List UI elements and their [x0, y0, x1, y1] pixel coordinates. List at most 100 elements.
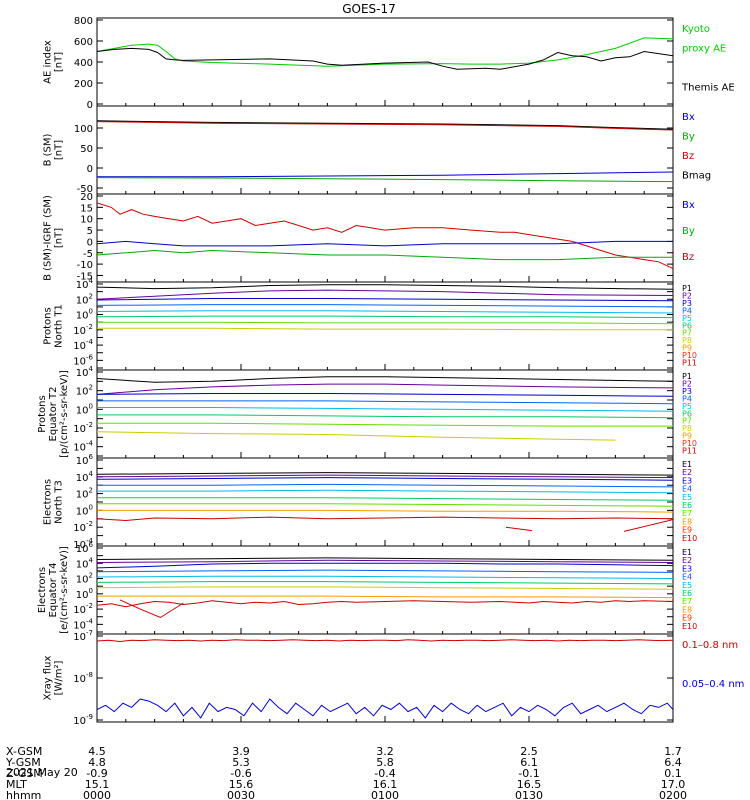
x-row-value: 17.0	[661, 778, 686, 791]
series-line	[97, 581, 673, 585]
y-tick-label: -10	[77, 260, 93, 271]
series-line	[97, 120, 673, 130]
legend-label: Bz	[682, 252, 694, 263]
y-tick-label: 400	[74, 58, 93, 69]
y-tick-label: 10-2	[73, 323, 93, 337]
series-line	[97, 569, 673, 573]
legend-label: E8	[682, 605, 692, 614]
y-tick-label: 200	[74, 79, 93, 90]
series-line	[97, 516, 673, 522]
y-tick-label: 104	[76, 277, 94, 291]
legend-label: P9	[682, 344, 692, 353]
y-axis-label: [e/(cm²-s-sr-keV)]	[59, 546, 70, 634]
legend-label: P6	[682, 409, 692, 418]
series-line	[97, 698, 673, 719]
y-axis-label: [W/m²]	[54, 660, 65, 695]
legend-label: Themis AE	[681, 83, 735, 94]
y-axis-label: Protons	[43, 307, 54, 344]
panel-frame	[96, 369, 674, 459]
y-tick-label: 10-2	[73, 421, 93, 435]
y-tick-label: 10-8	[73, 671, 93, 685]
y-tick-label: -5	[83, 249, 93, 260]
series-line	[97, 284, 673, 290]
legend-label: P8	[682, 424, 692, 433]
legend-label: P10	[682, 351, 697, 360]
series-line	[97, 575, 673, 579]
legend-label: E4	[682, 485, 692, 494]
legend-label: E3	[682, 564, 692, 573]
series-line	[119, 599, 184, 619]
y-axis-label: [nT]	[54, 52, 65, 72]
y-tick-label: 106	[76, 541, 94, 555]
legend-label: By	[682, 226, 695, 237]
x-row-value: 3.9	[232, 745, 250, 758]
legend-label: Bz	[682, 151, 694, 162]
y-axis-label: [nT]	[54, 140, 65, 160]
panel-frame	[96, 17, 674, 107]
x-axis-table: X-GSM 4.5 3.9 3.2 2.5 1.7 Y-GSM 4.8 5.3 5.8 6.1 6.4…	[5, 745, 687, 800]
legend-label: P3	[682, 387, 692, 396]
series-line	[97, 586, 673, 590]
panel-1: 0 200 400 600 800 AE index [nT] Kyoto proxy AE Th…	[43, 16, 735, 111]
legend-label: E5	[682, 493, 692, 502]
series-line	[97, 639, 673, 643]
legend-label: proxy AE	[682, 44, 726, 55]
y-tick-label: 104	[76, 365, 94, 379]
y-tick-label: 50	[80, 144, 93, 155]
legend-label: P10	[682, 439, 697, 448]
legend-label: E6	[682, 589, 692, 598]
y-axis-label: AE index	[43, 40, 54, 84]
y-tick-label: 102	[76, 292, 93, 306]
x-row-value: 1.7	[664, 745, 682, 758]
y-tick-label: 10-2	[73, 520, 93, 534]
y-tick-label: 10-2	[73, 602, 93, 616]
series-line	[97, 477, 673, 481]
y-axis-label: Xray flux	[43, 656, 54, 701]
series-line	[97, 304, 673, 308]
y-tick-label: 0	[87, 100, 93, 111]
series-line	[97, 557, 673, 561]
x-row-value: 6.4	[664, 756, 682, 769]
x-row-value: 5.8	[376, 756, 394, 769]
series-line	[97, 393, 673, 397]
x-row-value: 0130	[515, 789, 543, 800]
y-axis-label: North T1	[54, 304, 65, 348]
x-row-value: -0.4	[374, 767, 395, 780]
legend-label: E8	[682, 517, 692, 526]
legend-label: By	[682, 132, 695, 143]
series-line	[97, 503, 673, 507]
x-row-value: 3.2	[376, 745, 394, 758]
x-row-value: 4.5	[88, 745, 106, 758]
y-tick-label: 5	[87, 226, 93, 237]
series-line	[97, 47, 673, 70]
y-axis-label: [nT]	[54, 228, 65, 248]
legend-label: P11	[682, 359, 697, 368]
legend-label: E10	[682, 622, 697, 631]
x-row-value: 0000	[83, 789, 111, 800]
series-line	[97, 600, 673, 608]
panel-frame	[96, 457, 674, 547]
legend-label: P9	[682, 432, 692, 441]
y-tick-label: 800	[74, 16, 93, 27]
panel-2: -50 0 50 100 B (SM) [nT] Bx By Bz Bmag	[43, 105, 711, 195]
legend-label: E1	[682, 548, 692, 557]
legend-label: E5	[682, 581, 692, 590]
y-tick-label: 20	[80, 192, 93, 203]
y-tick-label: 10-9	[73, 713, 93, 727]
legend-label: E2	[682, 468, 692, 477]
panel-5: 104 102 100 10-2 10-4 Protons Equator T2 [p/(cm…	[37, 365, 697, 459]
series-line	[97, 376, 673, 383]
series-line	[97, 249, 673, 261]
y-tick-label: 102	[76, 572, 93, 586]
y-axis-label: Electrons	[43, 479, 54, 525]
x-row-label: Z-GSM	[6, 767, 43, 780]
y-axis-label: Protons	[37, 395, 48, 432]
series-line	[97, 562, 673, 569]
x-row-value: 2.5	[520, 745, 538, 758]
y-tick-label: 10-4	[73, 338, 93, 352]
y-tick-label: 0	[87, 237, 93, 248]
